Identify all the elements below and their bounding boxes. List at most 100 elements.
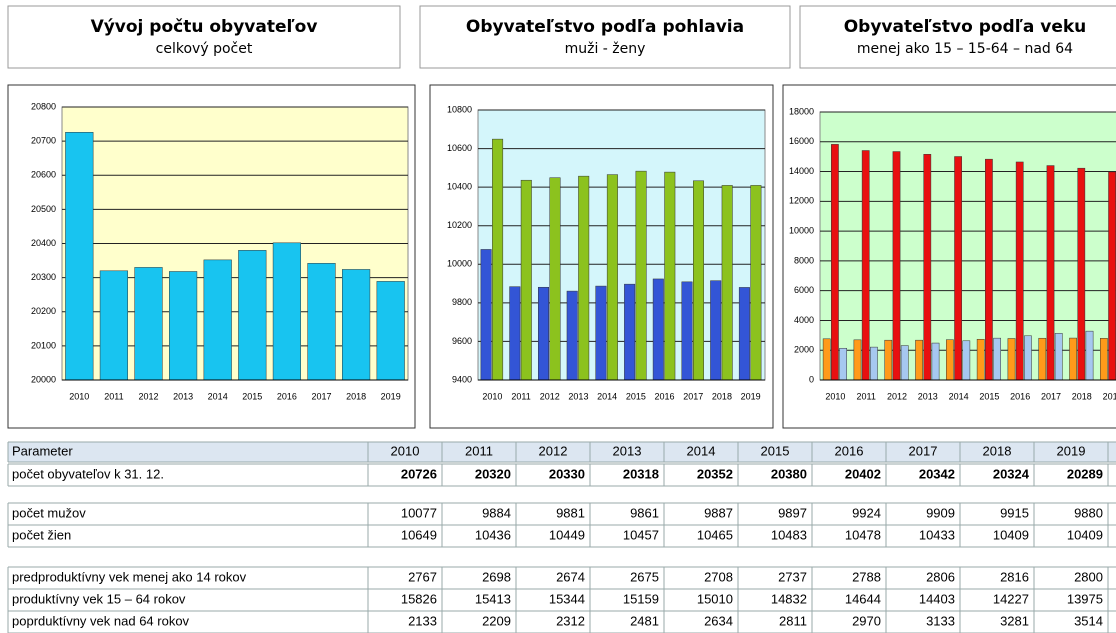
- bar: [578, 175, 590, 381]
- cell: 2737: [778, 569, 807, 584]
- cell: 9924: [852, 505, 881, 520]
- cell: 13975: [1067, 591, 1103, 606]
- bar: [307, 263, 336, 381]
- cell: 20342: [919, 466, 955, 481]
- cell: 10478: [845, 527, 881, 542]
- cell: 20726: [401, 466, 437, 481]
- bar: [962, 340, 971, 381]
- y-tick-label: 20600: [31, 170, 56, 180]
- bar: [1046, 165, 1055, 381]
- bar: [861, 150, 870, 381]
- cell: 9897: [778, 505, 807, 520]
- table-header: 2017: [909, 443, 938, 458]
- bar: [1085, 330, 1094, 381]
- cell: 20318: [623, 466, 659, 481]
- cell: 10433: [919, 527, 955, 542]
- bar: [520, 179, 532, 381]
- y-tick-label: 10600: [447, 143, 472, 153]
- cell: 2634: [704, 613, 733, 628]
- cell: 10449: [549, 527, 585, 542]
- y-tick-label: 9400: [452, 374, 472, 384]
- header-title: Obyvateľstvo podľa pohlavia: [466, 17, 744, 37]
- table-header: 2016: [835, 443, 864, 458]
- cell: 2816: [1000, 569, 1029, 584]
- cell: 20324: [993, 466, 1030, 481]
- bar: [376, 281, 405, 381]
- y-tick-label: 8000: [794, 255, 814, 265]
- cell: 9915: [1000, 505, 1029, 520]
- bar: [870, 346, 878, 381]
- x-tick-label: 2017: [1041, 391, 1061, 401]
- bar: [1077, 167, 1086, 381]
- x-tick-label: 2011: [104, 391, 123, 401]
- x-tick-label: 2012: [138, 391, 158, 401]
- y-tick-label: 20200: [31, 306, 56, 316]
- cell: 14644: [845, 591, 881, 606]
- x-tick-label: 2010: [69, 391, 89, 401]
- x-tick-label: 2011: [511, 391, 530, 401]
- y-tick-label: 10400: [447, 182, 472, 192]
- table-header: 2011: [465, 443, 493, 458]
- bar: [831, 144, 839, 381]
- table-header: 2019: [1057, 443, 1086, 458]
- x-tick-label: 2012: [540, 391, 560, 401]
- bar: [923, 154, 932, 381]
- cell: 15344: [549, 591, 585, 606]
- cell: 2788: [852, 569, 881, 584]
- cell: 2708: [704, 569, 733, 584]
- y-tick-label: 20400: [31, 238, 56, 248]
- bar: [1024, 335, 1032, 381]
- table-header: 2015: [761, 443, 790, 458]
- y-tick-label: 20700: [31, 136, 56, 146]
- cell: 2806: [926, 569, 955, 584]
- y-tick-label: 20800: [31, 101, 56, 111]
- y-tick-label: 18000: [789, 106, 814, 116]
- cell: 15826: [401, 591, 437, 606]
- cell: 20352: [697, 466, 733, 481]
- x-tick-label: 2016: [1010, 391, 1030, 401]
- bar: [1038, 337, 1047, 381]
- x-tick-label: 2013: [568, 391, 588, 401]
- header-title: Vývoj počtu obyvateľov: [91, 17, 318, 37]
- cell: 2481: [630, 613, 659, 628]
- bar: [822, 338, 831, 381]
- cell: 9881: [556, 505, 585, 520]
- cell: 2698: [482, 569, 511, 584]
- bar: [169, 271, 198, 381]
- x-tick-label: 2014: [597, 391, 617, 401]
- x-tick-label: 2012: [887, 391, 907, 401]
- bar: [693, 180, 704, 381]
- header-subtitle: celkový počet: [156, 41, 253, 57]
- cell: 9861: [630, 505, 659, 520]
- y-tick-label: 2000: [794, 345, 814, 355]
- bar: [1108, 171, 1116, 381]
- bar: [635, 170, 647, 381]
- bar: [652, 278, 664, 381]
- y-tick-label: 20500: [31, 204, 56, 214]
- cell: 20380: [771, 466, 807, 481]
- bar: [985, 158, 993, 381]
- x-tick-label: 2019: [741, 391, 761, 401]
- cell: 14403: [919, 591, 955, 606]
- x-tick-label: 2014: [208, 391, 228, 401]
- bar: [710, 280, 722, 381]
- y-tick-label: 9600: [452, 336, 472, 346]
- bar: [1054, 333, 1063, 381]
- y-tick-label: 9800: [452, 297, 472, 307]
- table-header-bg: [8, 442, 1116, 462]
- cell: 10436: [475, 527, 511, 542]
- bar: [238, 250, 267, 381]
- cell: 20402: [845, 466, 881, 481]
- cell: 2970: [852, 613, 881, 628]
- bar: [853, 339, 862, 381]
- y-tick-label: 20100: [31, 340, 56, 350]
- bar: [993, 337, 1001, 381]
- table-header: 2012: [539, 443, 568, 458]
- cell: 20289: [1067, 466, 1103, 481]
- bar: [931, 342, 940, 381]
- y-tick-label: 4000: [794, 315, 814, 325]
- bar: [480, 249, 492, 381]
- bar: [549, 177, 561, 381]
- cell: 10465: [697, 527, 733, 542]
